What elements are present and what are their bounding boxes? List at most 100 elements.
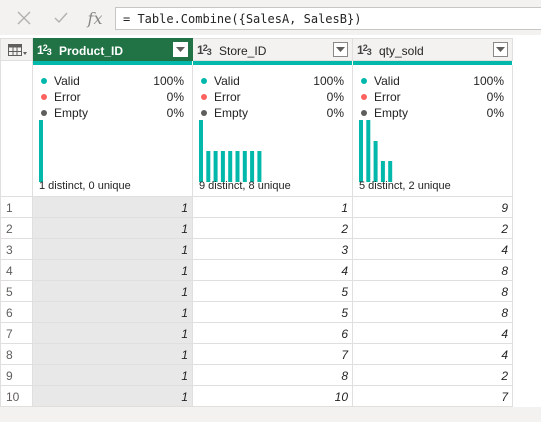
quality-bar (353, 61, 512, 65)
table-cell[interactable]: 5 (193, 302, 353, 323)
filter-dropdown-icon[interactable] (173, 42, 188, 57)
table-cell[interactable]: 1 (33, 218, 193, 239)
table-cell[interactable]: 1 (33, 260, 193, 281)
table-cell[interactable]: 2 (353, 218, 513, 239)
histogram-bar[interactable] (373, 141, 378, 182)
distribution-histogram[interactable] (39, 120, 179, 182)
histogram-bar[interactable] (388, 161, 393, 182)
row-number[interactable]: 6 (0, 302, 33, 323)
histogram-bar[interactable] (242, 151, 247, 182)
table-menu-button[interactable] (0, 38, 33, 61)
table-cell[interactable]: 1 (33, 239, 193, 260)
histogram-bar[interactable] (250, 151, 255, 182)
whole-number-type-icon[interactable]: 123 (37, 43, 52, 57)
table-cell[interactable]: 5 (193, 281, 353, 302)
row-number[interactable]: 2 (0, 218, 33, 239)
histogram-bar[interactable] (39, 120, 43, 182)
table-cell[interactable]: 8 (353, 281, 513, 302)
table-cell[interactable]: 4 (353, 239, 513, 260)
row-number[interactable]: 10 (0, 386, 33, 407)
histogram-bar[interactable] (206, 151, 211, 182)
quality-label: Empty (54, 106, 89, 120)
column-header-product_id[interactable]: 123 Product_ID (33, 38, 193, 61)
table-cell[interactable]: 4 (193, 260, 353, 281)
formula-input[interactable]: = Table.Combine({SalesA, SalesB}) (115, 7, 541, 30)
row-number[interactable]: 8 (0, 344, 33, 365)
histogram-bar[interactable] (213, 151, 218, 182)
row-number[interactable]: 7 (0, 323, 33, 344)
histogram-bar[interactable] (359, 120, 363, 182)
histogram-bar[interactable] (366, 120, 371, 182)
quality-label: Error (214, 90, 241, 104)
table-cell[interactable]: 1 (33, 365, 193, 386)
table-cell[interactable]: 8 (353, 302, 513, 323)
quality-bar (33, 61, 192, 65)
whole-number-type-icon[interactable]: 123 (197, 43, 212, 57)
column-name: Store_ID (219, 44, 267, 58)
table-cell[interactable]: 8 (353, 260, 513, 281)
quality-label: Valid (374, 74, 400, 88)
table-cell[interactable]: 7 (193, 344, 353, 365)
table-cell[interactable]: 10 (193, 386, 353, 407)
check-icon[interactable] (50, 7, 72, 29)
quality-row-error: Error 0% (361, 90, 504, 104)
quality-percent: 0% (486, 90, 504, 104)
quality-row-error: Error 0% (41, 90, 184, 104)
distribution-summary: 5 distinct, 2 unique (359, 180, 451, 192)
row-number[interactable]: 3 (0, 239, 33, 260)
table-cell[interactable]: 1 (33, 281, 193, 302)
filter-dropdown-icon[interactable] (333, 42, 348, 57)
quality-row-error: Error 0% (201, 90, 344, 104)
row-number[interactable]: 1 (0, 197, 33, 218)
row-number[interactable]: 9 (0, 365, 33, 386)
histogram-bar[interactable] (220, 151, 225, 182)
error-dot-icon (201, 94, 207, 100)
quality-label: Valid (54, 74, 80, 88)
table-cell[interactable]: 1 (33, 323, 193, 344)
table-cell[interactable]: 1 (193, 197, 353, 218)
table-cell[interactable]: 1 (33, 344, 193, 365)
histogram-bar[interactable] (380, 161, 385, 182)
fx-icon[interactable]: fx (87, 8, 103, 28)
distribution-histogram[interactable] (199, 120, 339, 182)
quality-row-valid: Valid 100% (361, 74, 504, 88)
quality-label: Error (54, 90, 81, 104)
whole-number-type-icon[interactable]: 123 (357, 43, 372, 57)
quality-row-empty: Empty 0% (41, 106, 184, 120)
x-icon[interactable] (13, 7, 35, 29)
table-cell[interactable]: 4 (353, 344, 513, 365)
table-cell[interactable]: 1 (33, 386, 193, 407)
histogram-bar[interactable] (235, 151, 240, 182)
table-cell[interactable]: 7 (353, 386, 513, 407)
table-cell[interactable]: 1 (33, 302, 193, 323)
quality-percent: 0% (326, 90, 344, 104)
histogram-bar[interactable] (199, 120, 203, 182)
filter-dropdown-icon[interactable] (493, 42, 508, 57)
quality-percent: 0% (326, 106, 344, 120)
status-strip (0, 407, 541, 422)
quality-percent: 100% (153, 74, 184, 88)
column-header-qty_sold[interactable]: 123 qty_sold (353, 38, 513, 61)
formula-bar: fx = Table.Combine({SalesA, SalesB}) (0, 0, 541, 35)
distribution-summary: 9 distinct, 8 unique (199, 180, 291, 192)
table-cell[interactable]: 1 (33, 197, 193, 218)
table-cell[interactable]: 3 (193, 239, 353, 260)
column-profile: Valid 100% Error 0% Empty 0% 1 distinct, 0 uni… (33, 65, 193, 197)
quality-percent: 100% (473, 74, 504, 88)
quality-label: Error (374, 90, 401, 104)
table-cell[interactable]: 9 (353, 197, 513, 218)
quality-percent: 0% (166, 106, 184, 120)
distribution-histogram[interactable] (359, 120, 499, 182)
column-name: Product_ID (59, 44, 124, 58)
histogram-bar[interactable] (257, 151, 262, 182)
table-cell[interactable]: 6 (193, 323, 353, 344)
row-number[interactable]: 4 (0, 260, 33, 281)
table-cell[interactable]: 8 (193, 365, 353, 386)
table-cell[interactable]: 2 (193, 218, 353, 239)
row-number[interactable]: 5 (0, 281, 33, 302)
histogram-bar[interactable] (228, 151, 233, 182)
table-cell[interactable]: 4 (353, 323, 513, 344)
distribution-summary: 1 distinct, 0 unique (39, 180, 131, 192)
table-cell[interactable]: 2 (353, 365, 513, 386)
column-header-store_id[interactable]: 123 Store_ID (193, 38, 353, 61)
